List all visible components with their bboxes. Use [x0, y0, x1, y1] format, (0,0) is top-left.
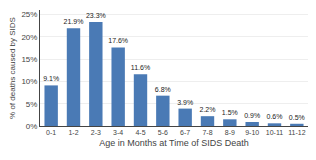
- svg-text:1-2: 1-2: [68, 129, 78, 136]
- svg-text:11.6%: 11.6%: [131, 64, 150, 71]
- svg-text:20%: 20%: [21, 33, 37, 42]
- svg-text:0.6%: 0.6%: [267, 113, 283, 120]
- svg-text:9-10: 9-10: [245, 129, 259, 136]
- svg-text:17.6%: 17.6%: [108, 37, 128, 44]
- svg-text:4-5: 4-5: [135, 129, 145, 136]
- svg-text:8-9: 8-9: [225, 129, 235, 136]
- svg-text:25%: 25%: [21, 10, 37, 19]
- svg-text:23.3%: 23.3%: [86, 12, 106, 19]
- svg-text:6-7: 6-7: [180, 129, 190, 136]
- svg-text:0-1: 0-1: [46, 129, 56, 136]
- svg-text:3-4: 3-4: [113, 129, 123, 136]
- svg-text:10-11: 10-11: [266, 129, 283, 136]
- svg-text:0.5%: 0.5%: [289, 114, 305, 121]
- svg-text:6.8%: 6.8%: [155, 86, 171, 93]
- svg-text:% of deaths caused by SIDS: % of deaths caused by SIDS: [8, 17, 17, 119]
- svg-text:Age in Months at Time of SIDS: Age in Months at Time of SIDS Death: [99, 138, 249, 148]
- svg-text:1.5%: 1.5%: [222, 109, 238, 116]
- svg-text:21.9%: 21.9%: [64, 18, 84, 25]
- svg-text:10%: 10%: [21, 77, 37, 86]
- svg-text:0%: 0%: [26, 122, 38, 131]
- svg-text:9.1%: 9.1%: [43, 75, 59, 82]
- svg-text:11-12: 11-12: [288, 129, 305, 136]
- svg-text:2-3: 2-3: [91, 129, 101, 136]
- svg-text:15%: 15%: [21, 55, 37, 64]
- svg-text:0.9%: 0.9%: [244, 112, 260, 119]
- svg-text:2.2%: 2.2%: [200, 106, 216, 113]
- svg-text:7-8: 7-8: [202, 129, 212, 136]
- svg-text:5-6: 5-6: [158, 129, 168, 136]
- svg-text:3.9%: 3.9%: [177, 99, 193, 106]
- svg-text:5%: 5%: [26, 99, 38, 108]
